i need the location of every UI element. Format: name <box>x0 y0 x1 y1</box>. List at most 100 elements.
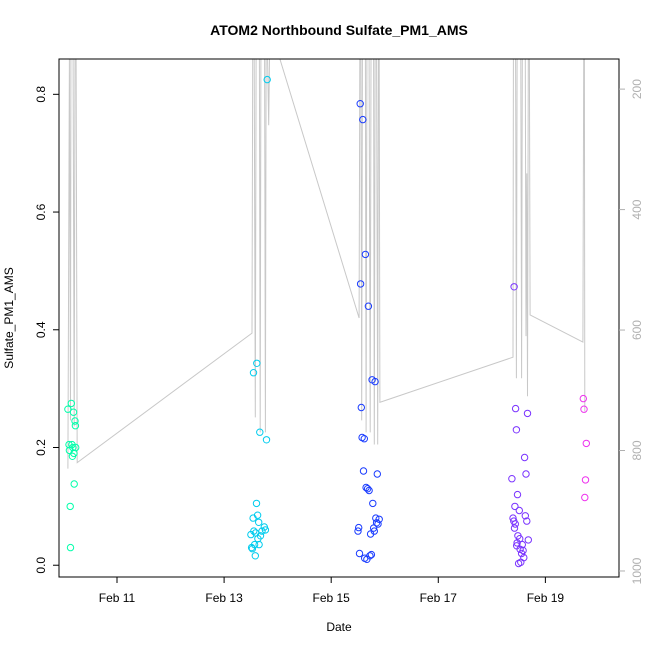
data-point <box>508 475 516 483</box>
y-axis: 0.0 0.2 0.4 0.6 0.8 <box>34 86 59 574</box>
data-point <box>369 499 377 508</box>
data-point <box>64 405 72 413</box>
data-point <box>258 527 266 535</box>
data-point <box>510 524 519 532</box>
data-point <box>253 511 262 519</box>
pressure-line <box>67 59 586 469</box>
x-axis: Feb 11 Feb 13 Feb 15 Feb 17 Feb 19 <box>99 577 565 605</box>
x-tick-label: Feb 15 <box>313 591 351 605</box>
data-point <box>250 527 258 535</box>
x-axis-label: Date <box>326 620 352 634</box>
data-point <box>71 422 80 430</box>
data-point <box>355 523 363 532</box>
data-point <box>356 100 364 108</box>
data-point <box>517 558 525 566</box>
data-point <box>354 527 362 535</box>
data-point <box>252 499 261 508</box>
data-point <box>361 250 370 259</box>
plot-frame <box>58 58 620 578</box>
data-point <box>261 526 270 534</box>
data-point <box>522 470 530 478</box>
y-tick-label: 0.0 <box>34 557 48 574</box>
data-point <box>359 467 368 475</box>
data-point <box>256 428 264 436</box>
data-point <box>72 443 80 452</box>
data-point <box>375 515 383 523</box>
data-point <box>248 545 257 553</box>
data-point <box>373 470 381 478</box>
data-point <box>359 115 367 124</box>
data-point <box>67 399 76 408</box>
point-group-2 <box>247 75 271 560</box>
pressure-line-layer <box>67 59 586 469</box>
data-point <box>579 394 587 403</box>
point-group-4 <box>508 283 532 568</box>
data-point <box>251 552 260 560</box>
data-point <box>523 409 532 418</box>
point-group-5 <box>579 394 590 502</box>
y-tick-label: 0.2 <box>34 439 48 456</box>
y2-tick-label: 800 <box>630 440 644 460</box>
data-point <box>512 426 521 434</box>
data-point <box>66 543 75 552</box>
data-point <box>581 493 589 502</box>
data-point <box>263 75 271 84</box>
y-axis-label: Sulfate_PM1_AMS <box>2 267 16 368</box>
data-point <box>360 435 368 443</box>
data-point <box>363 485 372 493</box>
data-point <box>511 502 519 511</box>
data-point <box>515 506 523 515</box>
y2-tick-label: 1000 <box>630 557 644 584</box>
data-point <box>511 520 519 528</box>
data-point <box>520 553 528 562</box>
data-point <box>253 359 261 367</box>
data-point <box>511 404 520 413</box>
data-point <box>70 480 78 488</box>
data-point <box>582 439 590 448</box>
data-point <box>580 405 588 413</box>
data-point <box>367 550 376 559</box>
data-point <box>519 546 527 555</box>
data-point <box>356 280 365 288</box>
data-point <box>69 408 78 416</box>
data-point <box>250 540 259 549</box>
y2-tick-label: 200 <box>630 79 644 99</box>
data-point <box>364 302 373 310</box>
data-point <box>365 486 373 495</box>
data-point <box>357 403 365 412</box>
data-point <box>513 490 522 499</box>
x-tick-label: Feb 13 <box>205 591 243 605</box>
chart-title: ATOM2 Northbound Sulfate_PM1_AMS <box>210 22 468 38</box>
data-point <box>520 453 529 462</box>
data-point <box>262 436 271 444</box>
y2-tick-label: 600 <box>630 320 644 340</box>
data-point <box>71 417 79 425</box>
right-y-axis: 200 400 600 800 1000 <box>619 79 644 584</box>
data-point <box>524 536 532 544</box>
data-point <box>255 540 263 549</box>
data-point <box>366 552 374 560</box>
data-point <box>256 532 265 540</box>
data-point <box>371 377 379 386</box>
data-point <box>516 535 524 543</box>
data-point <box>510 283 518 291</box>
point-group-3 <box>354 100 383 563</box>
data-point <box>249 369 258 377</box>
data-points-layer <box>64 75 590 568</box>
y-tick-label: 0.4 <box>34 321 48 338</box>
data-point <box>521 512 529 520</box>
data-point <box>255 518 263 526</box>
data-point <box>523 517 531 525</box>
x-tick-label: Feb 17 <box>420 591 458 605</box>
data-point <box>581 476 590 484</box>
y-tick-label: 0.6 <box>34 203 48 220</box>
data-point <box>370 527 378 535</box>
x-tick-label: Feb 11 <box>99 591 136 605</box>
data-point <box>355 549 364 558</box>
point-group-1 <box>64 399 80 552</box>
x-tick-label: Feb 19 <box>527 591 565 605</box>
y2-tick-label: 400 <box>630 199 644 219</box>
data-point <box>66 502 74 511</box>
y-tick-label: 0.8 <box>34 86 48 103</box>
